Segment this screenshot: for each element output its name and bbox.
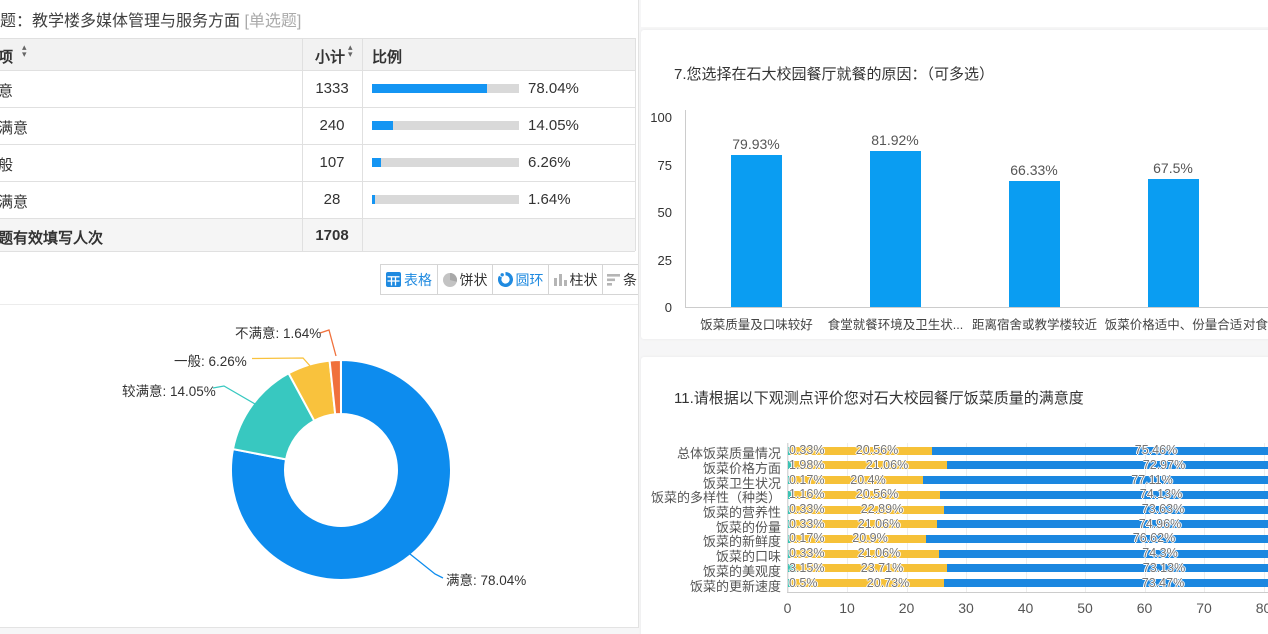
svg-text:一般: 6.26%: 一般: 6.26% [174, 354, 247, 369]
svg-text:满意: 78.04%: 满意: 78.04% [446, 572, 526, 588]
svg-text:较满意: 14.05%: 较满意: 14.05% [122, 383, 216, 399]
svg-text:不满意: 1.64%: 不满意: 1.64% [235, 325, 321, 341]
